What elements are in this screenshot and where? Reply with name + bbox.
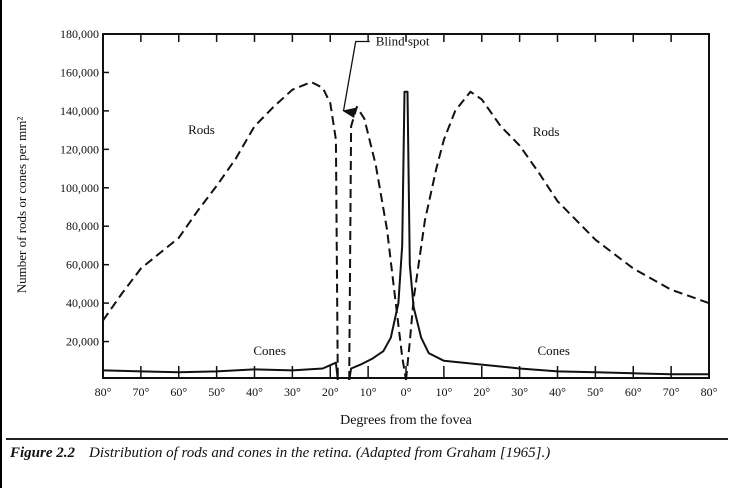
marks: Rods Rods Cones Cones Blind spot <box>102 34 710 381</box>
annotation-cones: Cones <box>253 343 286 358</box>
blind-spot-arrow <box>342 40 370 119</box>
x-tick-label: 40° <box>246 385 263 399</box>
caption-rule <box>6 438 728 440</box>
y-axis-label: Number of rods or cones per mm² <box>14 117 29 294</box>
x-tick-label: 70° <box>663 385 680 399</box>
x-tick-label: 50° <box>587 385 604 399</box>
x-tick-label: 40° <box>549 385 566 399</box>
x-tick-label: 30° <box>511 385 528 399</box>
x-tick-label: 20° <box>322 385 339 399</box>
x-tick-label: 60° <box>625 385 642 399</box>
x-tick-label: 10° <box>360 385 377 399</box>
y-tick-label: 40,000 <box>66 296 99 310</box>
caption-text: Distribution of rods and cones in the re… <box>89 445 551 461</box>
y-tick-label: 140,000 <box>60 104 99 118</box>
series-cones-line <box>348 90 709 381</box>
y-tick-label: 60,000 <box>66 258 99 272</box>
x-tick-label: 70° <box>132 385 149 399</box>
x-tick-label: 50° <box>208 385 225 399</box>
x-tick-label: 20° <box>473 385 490 399</box>
annotation-blind-spot: Blind spot <box>376 34 430 49</box>
y-tick-label: 80,000 <box>66 219 99 233</box>
x-tick-label: 80° <box>701 385 718 399</box>
series-rods-line <box>405 90 710 381</box>
caption-label: Figure 2.2 <box>10 445 76 461</box>
chart: 80° 70° 60° 50° 40° 30° 20° 10° 0° 10° 20° 30° 40° 50… <box>14 27 718 428</box>
series-cones-line <box>102 361 339 381</box>
y-tick-label: 180,000 <box>60 27 99 41</box>
y-tick-label: 20,000 <box>66 335 99 349</box>
annotation-rods: Rods <box>533 124 560 139</box>
y-tick-label: 100,000 <box>60 181 99 195</box>
x-tick-label: 30° <box>284 385 301 399</box>
y-tick-label: 160,000 <box>60 65 99 79</box>
x-tick-label: 60° <box>170 385 187 399</box>
annotation-rods: Rods <box>188 122 215 137</box>
x-tick-label: 0° <box>401 385 412 399</box>
caption: Figure 2.2 Distribution of rods and cones… <box>10 445 550 462</box>
plot-frame <box>102 33 710 379</box>
series-rods-line <box>102 81 339 381</box>
x-tick-label: 80° <box>95 385 112 399</box>
y-tick-label: 120,000 <box>60 142 99 156</box>
x-axis-label: Degrees from the fovea <box>340 413 473 428</box>
series-rods-line <box>348 106 407 381</box>
annotation-cones: Cones <box>537 343 570 358</box>
x-tick-label: 10° <box>435 385 452 399</box>
